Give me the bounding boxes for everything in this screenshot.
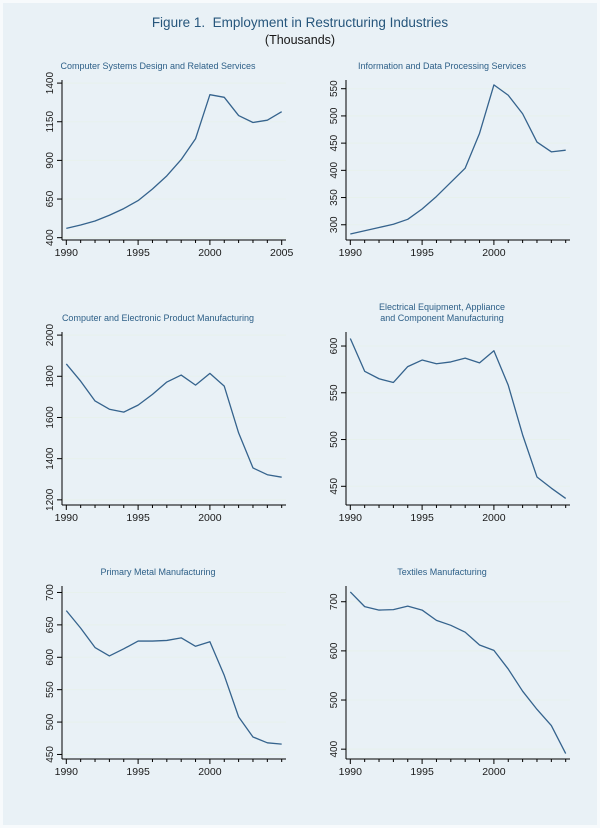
y-tick-label: 600 bbox=[45, 648, 56, 665]
y-tick-label: 600 bbox=[329, 642, 340, 659]
data-line bbox=[66, 93, 283, 229]
y-tick-label: 650 bbox=[45, 616, 56, 633]
y-tick-label: 1600 bbox=[45, 406, 56, 429]
y-tick-label: 450 bbox=[45, 745, 56, 762]
x-tick-label: 1990 bbox=[339, 247, 363, 259]
chart-panel-electrical-equipment: Electrical Equipment, Appliance and Comp… bbox=[306, 302, 578, 531]
y-tick-label: 400 bbox=[329, 740, 340, 757]
chart-panel-computer-electronic-manufacturing: Computer and Electronic Product Manufact… bbox=[22, 302, 294, 531]
x-tick-label: 1990 bbox=[339, 512, 363, 524]
x-tick-label: 2000 bbox=[198, 512, 222, 524]
y-tick-label: 450 bbox=[329, 478, 340, 495]
line-chart: 450 500 550 600 650 700 1990 1995 2000 bbox=[45, 583, 286, 778]
x-tick-label: 2000 bbox=[482, 766, 506, 778]
y-tick-label: 1400 bbox=[45, 447, 56, 470]
y-tick-label: 400 bbox=[329, 161, 340, 178]
x-tick-label: 1990 bbox=[339, 766, 363, 778]
chart-title: Primary Metal Manufacturing bbox=[100, 567, 216, 578]
x-tick-label: 1990 bbox=[55, 766, 79, 778]
y-tick-label: 350 bbox=[329, 188, 340, 205]
y-tick-label: 400 bbox=[45, 229, 56, 246]
chart-title: Electrical Equipment, Appliance and Comp… bbox=[378, 301, 506, 324]
line-chart: 400 500 600 700 1990 1995 2000 bbox=[329, 585, 570, 778]
x-tick-label: 1995 bbox=[410, 512, 434, 524]
data-line bbox=[65, 363, 282, 478]
x-tick-label: 1995 bbox=[126, 766, 150, 778]
line-chart: 450 500 550 600 1990 1995 2000 bbox=[329, 332, 570, 524]
x-tick-label: 2000 bbox=[482, 512, 506, 524]
line-chart: 300 350 400 450 500 550 1990 1995 2000 bbox=[329, 80, 570, 259]
x-tick-label: 1995 bbox=[410, 247, 434, 259]
figure-title: Figure 1. Employment in Restructuring In… bbox=[151, 15, 449, 30]
chart-panel-computer-systems-design: Computer Systems Design and Related Serv… bbox=[22, 61, 294, 266]
chart-panel-primary-metal: Primary Metal Manufacturing 450 500 550 600… bbox=[22, 567, 294, 785]
y-tick-label: 550 bbox=[329, 384, 340, 401]
y-tick-label: 700 bbox=[45, 583, 56, 600]
data-line bbox=[349, 591, 567, 754]
x-tick-label: 2000 bbox=[482, 247, 506, 259]
y-tick-label: 500 bbox=[329, 431, 340, 448]
y-tick-label: 1400 bbox=[45, 71, 56, 94]
data-line bbox=[349, 338, 567, 500]
y-tick-label: 500 bbox=[329, 107, 340, 124]
chart-title: Computer Systems Design and Related Serv… bbox=[60, 61, 256, 71]
y-tick-label: 550 bbox=[329, 80, 340, 97]
data-line bbox=[65, 609, 282, 745]
chart-panel-information-data-processing: Information and Data Processing Services… bbox=[306, 61, 578, 266]
chart-panel-textiles: Textiles Manufacturing 400 500 600 700 1990 1… bbox=[306, 567, 578, 785]
y-tick-label: 300 bbox=[329, 216, 340, 233]
y-tick-label: 450 bbox=[329, 134, 340, 151]
chart-title: Information and Data Processing Services bbox=[357, 61, 527, 71]
data-line bbox=[350, 83, 566, 235]
x-tick-label: 1995 bbox=[126, 247, 150, 259]
x-tick-label: 2005 bbox=[270, 247, 294, 259]
y-tick-label: 650 bbox=[45, 190, 56, 207]
line-chart: 400 650 900 1150 1400 1990 1995 2000 2005 bbox=[45, 71, 294, 259]
x-tick-label: 2000 bbox=[198, 766, 222, 778]
line-chart: 1200 1400 1600 1800 2000 1990 1995 2000 bbox=[45, 324, 286, 524]
y-tick-label: 700 bbox=[329, 593, 340, 610]
y-tick-label: 900 bbox=[45, 151, 56, 168]
figure-header: Figure 1. Employment in Restructuring In… bbox=[3, 3, 597, 47]
y-tick-label: 500 bbox=[45, 713, 56, 730]
chart-title: Computer and Electronic Product Manufact… bbox=[61, 313, 255, 324]
y-tick-label: 1150 bbox=[45, 110, 56, 132]
figure-subtitle: (Thousands) bbox=[264, 33, 336, 47]
y-tick-label: 600 bbox=[329, 337, 340, 354]
y-tick-label: 500 bbox=[329, 691, 340, 708]
x-tick-label: 2000 bbox=[198, 247, 222, 259]
charts-grid: Computer Systems Design and Related Serv… bbox=[3, 61, 597, 785]
y-tick-label: 550 bbox=[45, 681, 56, 698]
x-tick-label: 1990 bbox=[55, 512, 79, 524]
y-tick-label: 2000 bbox=[45, 324, 56, 347]
y-tick-label: 1800 bbox=[45, 365, 56, 388]
x-tick-label: 1995 bbox=[410, 766, 434, 778]
y-tick-label: 1200 bbox=[45, 488, 56, 511]
chart-title: Textiles Manufacturing bbox=[397, 567, 487, 578]
x-tick-label: 1995 bbox=[126, 512, 150, 524]
x-tick-label: 1990 bbox=[55, 247, 79, 259]
